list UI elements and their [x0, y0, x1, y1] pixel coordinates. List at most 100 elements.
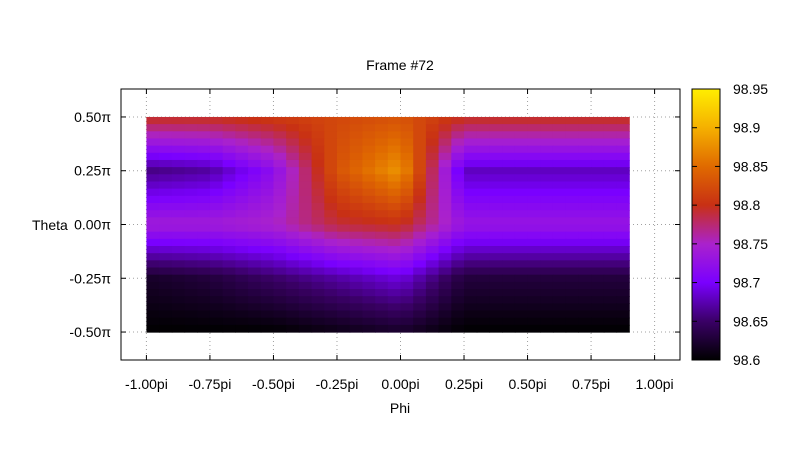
heatmap-cell — [362, 145, 376, 154]
heatmap-cell — [146, 324, 160, 333]
heatmap-cell — [616, 224, 630, 233]
heatmap-cell — [209, 202, 224, 211]
heatmap-cell — [438, 124, 452, 132]
heatmap-cell — [235, 188, 249, 197]
heatmap-cell — [591, 246, 605, 254]
heatmap-cell — [540, 274, 554, 283]
heatmap-cell — [146, 296, 160, 304]
heatmap-cell — [222, 238, 236, 247]
heatmap-cell — [451, 202, 465, 211]
heatmap-cell — [260, 317, 275, 326]
heatmap-cell — [184, 202, 198, 211]
heatmap-cell — [286, 289, 300, 297]
heatmap-cell — [260, 260, 275, 269]
heatmap-cell — [540, 210, 554, 218]
heatmap-cell — [349, 131, 363, 140]
heatmap-cell — [286, 317, 300, 326]
heatmap-cell — [540, 131, 554, 140]
heatmap-cell — [552, 145, 567, 154]
heatmap-cell — [489, 224, 503, 233]
heatmap-cell — [540, 303, 554, 312]
heatmap-cell — [464, 124, 478, 132]
heatmap-cell — [476, 217, 491, 226]
heatmap-cell — [578, 224, 592, 233]
heatmap-cell — [248, 260, 262, 269]
heatmap-cell — [591, 303, 605, 312]
heatmap-cell — [578, 217, 592, 226]
heatmap-cell — [413, 260, 427, 269]
heatmap-cell — [209, 124, 224, 132]
heatmap-cell — [336, 174, 351, 183]
heatmap-cell — [375, 274, 389, 283]
heatmap-cell — [336, 289, 351, 297]
heatmap-cell — [464, 224, 478, 233]
heatmap-cell — [540, 317, 554, 326]
heatmap-cell — [184, 324, 198, 333]
heatmap-cell — [425, 131, 440, 140]
heatmap-cell — [514, 174, 529, 183]
heatmap-cell — [171, 303, 186, 312]
heatmap-cell — [540, 217, 554, 226]
heatmap-cell — [362, 260, 376, 269]
heatmap-cell — [476, 317, 491, 326]
heatmap-cell — [375, 246, 389, 254]
heatmap-cell — [489, 124, 503, 132]
heatmap-cell — [362, 124, 376, 132]
heatmap-cell — [464, 202, 478, 211]
heatmap-cell — [184, 281, 198, 290]
heatmap-cell — [413, 231, 427, 240]
heatmap-cell — [349, 296, 363, 304]
heatmap-cell — [387, 138, 402, 147]
heatmap-cell — [273, 167, 287, 175]
heatmap-cell — [464, 181, 478, 190]
heatmap-cell — [362, 310, 376, 319]
heatmap-cell — [400, 152, 414, 161]
heatmap-cell — [540, 159, 554, 168]
heatmap-cell — [514, 281, 529, 290]
heatmap-cell — [387, 116, 402, 125]
heatmap-cell — [527, 324, 541, 333]
heatmap-cell — [540, 202, 554, 211]
heatmap-cell — [171, 202, 186, 211]
heatmap-cell — [591, 131, 605, 140]
heatmap-cell — [400, 138, 414, 147]
heatmap-cell — [336, 231, 351, 240]
heatmap-cell — [616, 281, 630, 290]
heatmap-cell — [248, 281, 262, 290]
heatmap-cell — [375, 231, 389, 240]
heatmap-cell — [540, 246, 554, 254]
heatmap-cell — [489, 202, 503, 211]
heatmap-cell — [349, 246, 363, 254]
heatmap-cell — [489, 188, 503, 197]
heatmap-cell — [311, 296, 325, 304]
heatmap-cell — [146, 310, 160, 319]
heatmap-cell — [400, 167, 414, 175]
heatmap-cell — [171, 174, 186, 183]
heatmap-cell — [514, 246, 529, 254]
heatmap-cell — [362, 152, 376, 161]
heatmap-cell — [286, 310, 300, 319]
heatmap-cell — [209, 231, 224, 240]
heatmap-cell — [286, 167, 300, 175]
heatmap-cell — [298, 246, 313, 254]
heatmap-cell — [489, 303, 503, 312]
heatmap-cell — [552, 253, 567, 261]
heatmap-cell — [438, 274, 452, 283]
heatmap-cell — [197, 181, 211, 190]
heatmap-cell — [400, 159, 414, 168]
heatmap-cell — [565, 167, 579, 175]
heatmap-cell — [591, 324, 605, 333]
heatmap-cell — [222, 260, 236, 269]
heatmap-cell — [514, 138, 529, 147]
heatmap-cell — [425, 253, 440, 261]
heatmap-cell — [209, 289, 224, 297]
heatmap-cell — [502, 324, 516, 333]
heatmap-cell — [603, 317, 618, 326]
heatmap-cell — [209, 310, 224, 319]
heatmap-cell — [438, 188, 452, 197]
heatmap-cell — [159, 260, 173, 269]
x-tick-label: 0.25pi — [445, 376, 483, 392]
heatmap-cell — [451, 289, 465, 297]
heatmap-cell — [235, 224, 249, 233]
heatmap-cell — [514, 296, 529, 304]
